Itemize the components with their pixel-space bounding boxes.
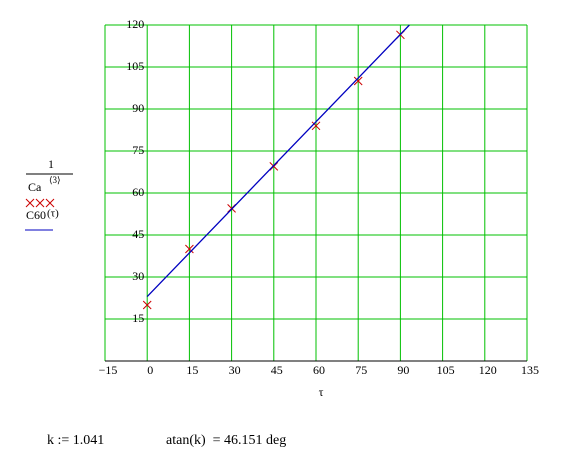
x-label: τ xyxy=(319,385,324,399)
line xyxy=(146,24,410,298)
x-tick-label: 30 xyxy=(229,363,241,377)
scatter-point xyxy=(142,300,152,310)
y-tick-label: 15 xyxy=(132,311,144,325)
y-tick-label: 45 xyxy=(132,227,144,241)
x-tick-label: 45 xyxy=(271,363,283,377)
y-tick-label: 60 xyxy=(132,185,144,199)
y-label-numerator: 1 xyxy=(48,157,54,171)
legend-symbol xyxy=(35,198,45,208)
scatter-point xyxy=(185,244,194,254)
x-tick-label: 0 xyxy=(147,363,153,377)
legend-symbol xyxy=(25,198,35,208)
x-tick-label: 135 xyxy=(521,363,539,377)
y-label-second: C60 xyxy=(26,208,46,222)
y-label-second-arg: (τ) xyxy=(47,208,59,220)
y-tick-label: 75 xyxy=(132,143,144,157)
annotation: atan(k) = 46.151 deg xyxy=(166,433,286,448)
y-label-superscript: ⟨3⟩ xyxy=(49,175,61,185)
scatter-point xyxy=(353,76,363,86)
y-tick-label: 105 xyxy=(126,59,144,73)
y-tick-label: 30 xyxy=(132,269,144,283)
y-label-denominator: Ca xyxy=(28,180,42,194)
x-tick-label: 15 xyxy=(186,363,198,377)
y-tick-label: 90 xyxy=(132,101,144,115)
x-tick-label: 75 xyxy=(355,363,367,377)
legend-symbol xyxy=(45,198,55,208)
x-tick-label: −15 xyxy=(99,363,118,377)
x-tick-label: 90 xyxy=(397,363,409,377)
x-tick-label: 105 xyxy=(437,363,455,377)
x-tick-label: 60 xyxy=(313,363,325,377)
annotation: k := 1.041 xyxy=(47,433,104,448)
x-tick-label: 120 xyxy=(479,363,497,377)
scatter-point xyxy=(311,121,321,131)
y-tick-label: 120 xyxy=(126,17,144,31)
